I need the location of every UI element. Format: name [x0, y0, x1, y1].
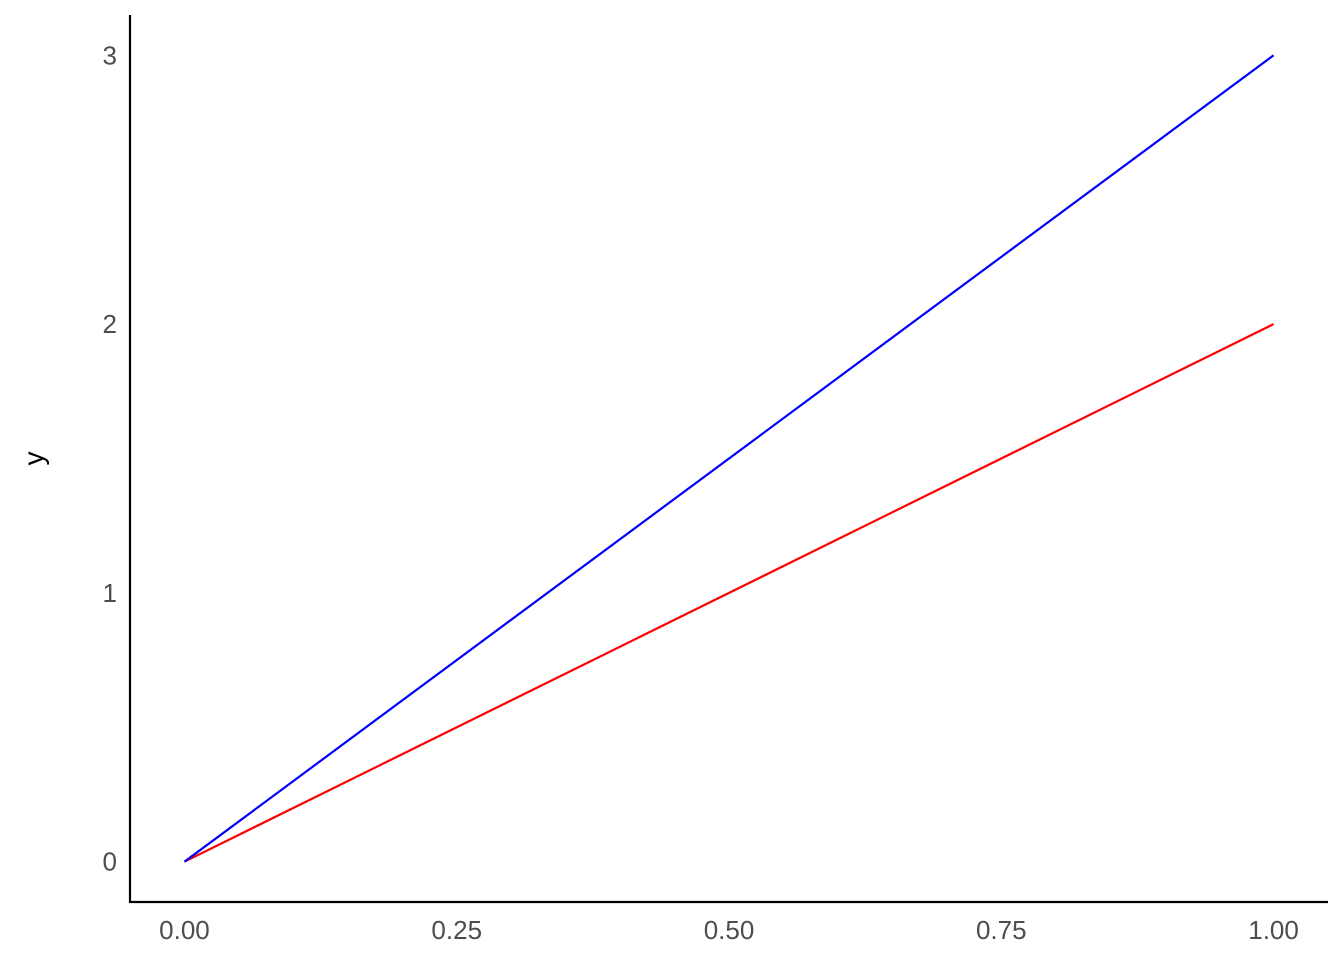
y-tick-label: 2	[103, 309, 117, 339]
series-layer	[183, 54, 1275, 863]
x-tick-label: 0.75	[976, 915, 1027, 945]
x-tick-label: 1.00	[1248, 915, 1299, 945]
x-tick-labels: 0.00 0.25 0.50 0.75 1.00	[159, 915, 1299, 945]
y-tick-label: 3	[103, 40, 117, 70]
series-line-2	[183, 54, 1275, 863]
y-tick-label: 1	[103, 578, 117, 608]
y-axis-title: y	[18, 452, 49, 466]
x-tick-label: 0.00	[159, 915, 210, 945]
y-tick-label: 0	[103, 847, 117, 877]
y-tick-labels: 0 1 2 3	[103, 40, 117, 876]
x-tick-label: 0.50	[704, 915, 755, 945]
x-tick-label: 0.25	[431, 915, 482, 945]
series-line-1	[183, 323, 1275, 863]
